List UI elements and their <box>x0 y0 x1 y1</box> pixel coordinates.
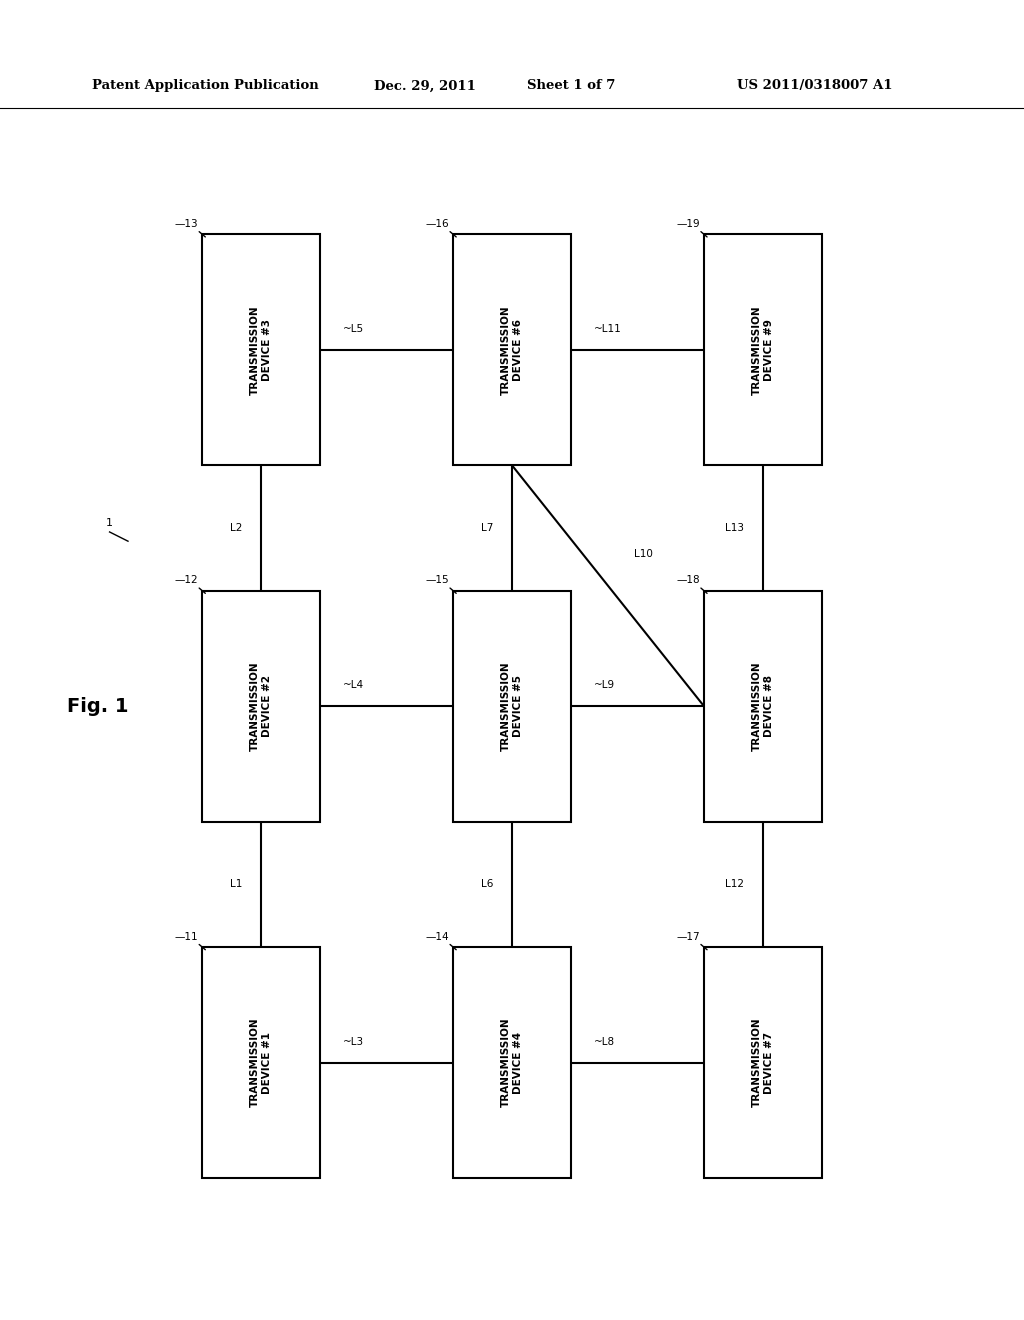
Text: Fig. 1: Fig. 1 <box>67 697 128 715</box>
Text: ~L8: ~L8 <box>594 1036 615 1047</box>
Bar <box>705 591 821 821</box>
Bar <box>453 948 571 1177</box>
Text: —16: —16 <box>425 219 449 230</box>
Text: TRANSMISSION
DEVICE #9: TRANSMISSION DEVICE #9 <box>752 305 774 395</box>
Text: TRANSMISSION
DEVICE #7: TRANSMISSION DEVICE #7 <box>752 1018 774 1107</box>
Bar <box>203 591 319 821</box>
Text: L13: L13 <box>725 523 744 533</box>
Bar <box>453 235 571 466</box>
Text: TRANSMISSION
DEVICE #3: TRANSMISSION DEVICE #3 <box>250 305 272 395</box>
Text: ~L9: ~L9 <box>594 680 615 690</box>
Text: ~L11: ~L11 <box>594 323 622 334</box>
Text: —12: —12 <box>174 576 199 586</box>
Text: Sheet 1 of 7: Sheet 1 of 7 <box>527 79 615 92</box>
Text: ~L3: ~L3 <box>343 1036 365 1047</box>
Bar <box>203 235 319 466</box>
Text: —18: —18 <box>676 576 700 586</box>
Text: L7: L7 <box>481 523 494 533</box>
Text: US 2011/0318007 A1: US 2011/0318007 A1 <box>737 79 893 92</box>
Text: —14: —14 <box>425 932 449 942</box>
Text: TRANSMISSION
DEVICE #2: TRANSMISSION DEVICE #2 <box>250 661 272 751</box>
Text: ~L5: ~L5 <box>343 323 365 334</box>
Text: TRANSMISSION
DEVICE #6: TRANSMISSION DEVICE #6 <box>501 305 523 395</box>
Text: TRANSMISSION
DEVICE #8: TRANSMISSION DEVICE #8 <box>752 661 774 751</box>
Text: TRANSMISSION
DEVICE #4: TRANSMISSION DEVICE #4 <box>501 1018 523 1107</box>
Bar <box>705 235 821 466</box>
Text: TRANSMISSION
DEVICE #5: TRANSMISSION DEVICE #5 <box>501 661 523 751</box>
Text: L2: L2 <box>230 523 243 533</box>
Text: L10: L10 <box>634 549 652 560</box>
Text: —19: —19 <box>676 219 700 230</box>
Text: Dec. 29, 2011: Dec. 29, 2011 <box>374 79 475 92</box>
Bar <box>705 948 821 1177</box>
Text: L1: L1 <box>230 879 243 890</box>
Text: Patent Application Publication: Patent Application Publication <box>92 79 318 92</box>
Text: —15: —15 <box>425 576 449 586</box>
Bar <box>203 948 319 1177</box>
Text: L12: L12 <box>725 879 744 890</box>
Text: —11: —11 <box>174 932 199 942</box>
Text: TRANSMISSION
DEVICE #1: TRANSMISSION DEVICE #1 <box>250 1018 272 1107</box>
Text: L6: L6 <box>481 879 494 890</box>
Text: —13: —13 <box>174 219 199 230</box>
Bar <box>453 591 571 821</box>
Text: —17: —17 <box>676 932 700 942</box>
Text: 1: 1 <box>105 517 113 528</box>
Text: ~L4: ~L4 <box>343 680 365 690</box>
